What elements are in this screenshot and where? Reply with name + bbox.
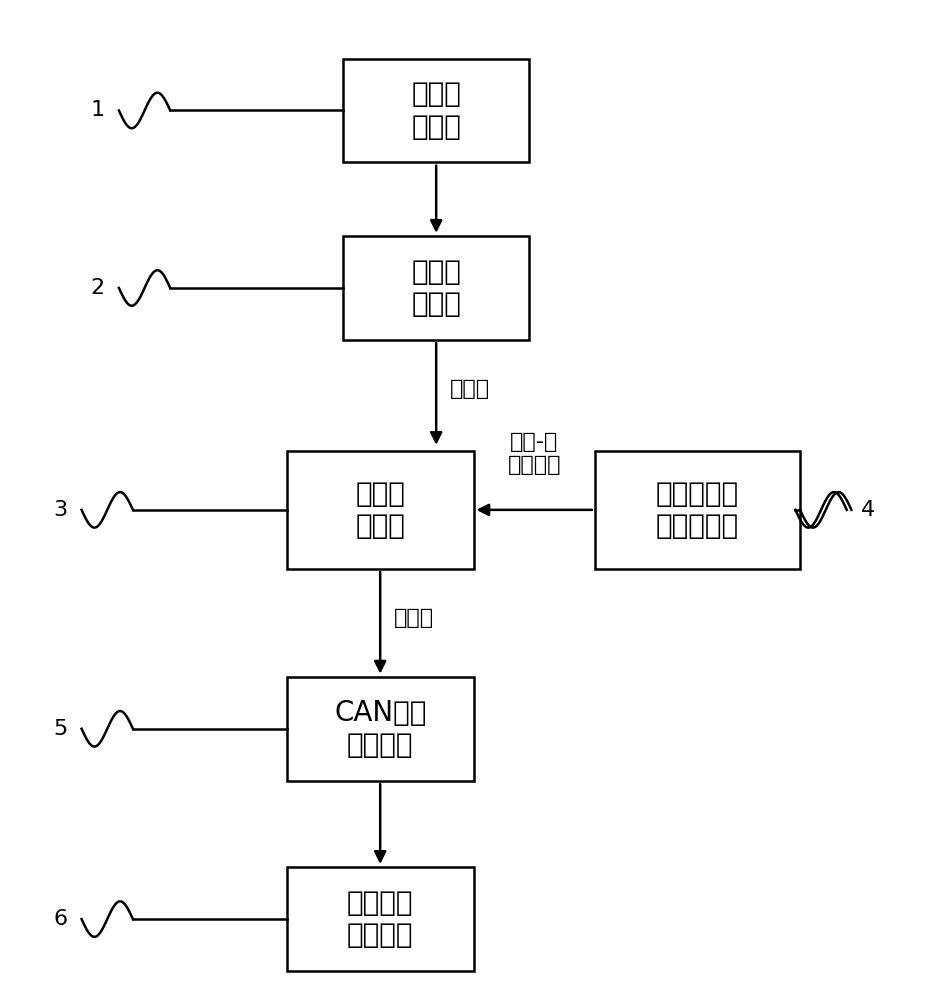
Text: 主控制
器模块: 主控制 器模块 bbox=[355, 480, 405, 540]
Text: 2: 2 bbox=[91, 278, 105, 298]
Text: 重量-压
力关系式: 重量-压 力关系式 bbox=[508, 432, 561, 475]
Text: 重量值: 重量值 bbox=[394, 608, 435, 628]
Text: 最小二乘拟
合拟合模块: 最小二乘拟 合拟合模块 bbox=[656, 480, 739, 540]
Text: 5: 5 bbox=[53, 719, 67, 739]
Bar bbox=[287, 867, 474, 971]
Text: CAN总线
通讯模块: CAN总线 通讯模块 bbox=[334, 699, 426, 759]
Text: 1: 1 bbox=[91, 100, 105, 120]
Text: 压力采
集模块: 压力采 集模块 bbox=[411, 80, 461, 141]
Bar bbox=[343, 236, 529, 340]
Text: 模数转
换模块: 模数转 换模块 bbox=[411, 258, 461, 318]
Bar bbox=[343, 59, 529, 162]
Text: 3: 3 bbox=[53, 500, 67, 520]
Text: 6: 6 bbox=[53, 909, 67, 929]
Text: 压力值: 压力值 bbox=[450, 379, 491, 399]
Bar bbox=[595, 451, 800, 569]
Text: 叉车仪表
显示模块: 叉车仪表 显示模块 bbox=[347, 889, 414, 949]
Bar bbox=[287, 677, 474, 781]
Bar bbox=[287, 451, 474, 569]
Text: 4: 4 bbox=[861, 500, 875, 520]
